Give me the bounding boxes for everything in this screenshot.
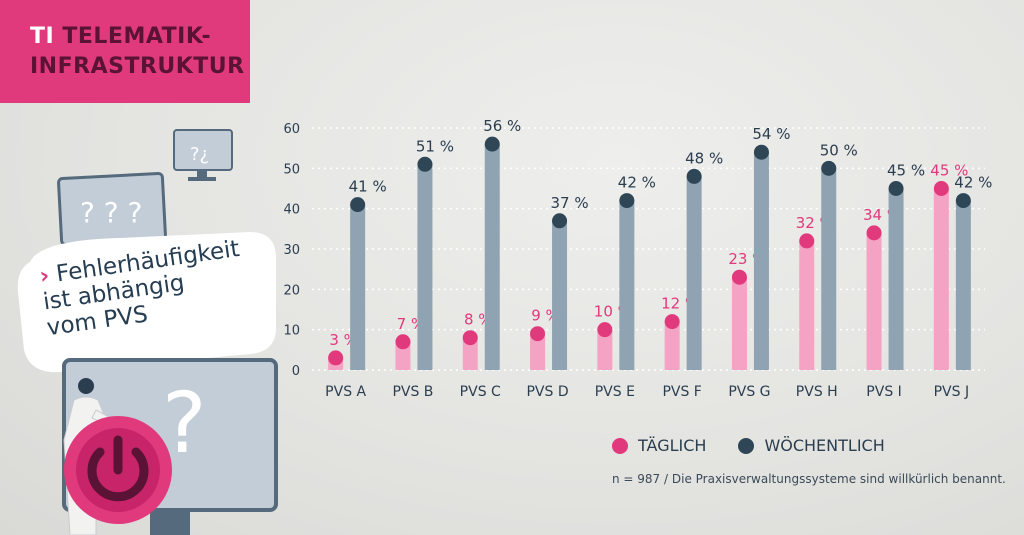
bar-daily <box>933 188 949 370</box>
point-weekly <box>888 181 904 196</box>
legend-daily-label: TÄGLICH <box>638 436 707 455</box>
bar-weekly <box>484 144 500 370</box>
bar-weekly <box>686 176 702 370</box>
bar-weekly <box>619 200 635 370</box>
point-daily <box>530 326 546 342</box>
data-label-weekly: 42 % <box>954 174 992 192</box>
data-label-weekly: 54 % <box>752 125 790 143</box>
point-daily <box>933 181 949 196</box>
legend-item-daily: TÄGLICH <box>612 436 706 455</box>
point-weekly <box>821 160 837 176</box>
bar-weekly <box>417 164 433 370</box>
x-tick-label: PVS H <box>796 384 838 400</box>
power-button-icon <box>64 416 172 524</box>
bar-weekly <box>753 152 769 370</box>
legend-item-weekly: WÖCHENTLICH <box>738 436 885 455</box>
bar-daily <box>530 333 546 370</box>
x-tick-label: PVS I <box>866 384 902 400</box>
y-tick-label: 60 <box>283 122 300 137</box>
x-tick-label: PVS J <box>934 384 970 400</box>
data-label-weekly: 37 % <box>550 194 588 212</box>
mid-monitor-mark: ? ? ? <box>80 196 142 229</box>
x-tick-label: PVS A <box>325 384 366 400</box>
footnote: n = 987 / Die Praxisverwaltungssysteme s… <box>612 472 1006 486</box>
chart-legend: TÄGLICH WÖCHENTLICH <box>612 436 885 455</box>
bar-daily <box>597 329 613 370</box>
data-label-weekly: 48 % <box>685 149 723 167</box>
bar-daily <box>395 341 411 370</box>
x-tick-label: PVS B <box>392 384 433 400</box>
point-weekly <box>484 136 500 152</box>
bar-weekly <box>888 188 904 370</box>
point-daily <box>731 269 747 285</box>
data-label-weekly: 41 % <box>349 178 387 196</box>
bar-daily <box>731 277 747 370</box>
point-weekly <box>552 213 568 229</box>
bar-weekly <box>350 204 366 370</box>
point-weekly <box>350 197 366 213</box>
small-monitor: ?¿ <box>173 129 233 181</box>
point-weekly <box>417 156 433 172</box>
y-tick-label: 30 <box>283 243 300 258</box>
title-badge: TI TELEMATIK- INFRASTRUKTUR <box>0 0 250 103</box>
legend-weekly-dot-icon <box>738 437 755 454</box>
bar-weekly <box>552 220 568 370</box>
y-tick-label: 20 <box>283 283 300 298</box>
point-daily <box>597 322 613 338</box>
data-label-daily: 45 % <box>930 162 968 180</box>
bar-daily <box>799 240 815 370</box>
bar-daily <box>664 321 680 370</box>
badge-line2: INFRASTRUKTUR <box>30 54 245 79</box>
y-tick-label: 40 <box>283 203 300 218</box>
point-weekly <box>686 168 702 184</box>
x-tick-label: PVS D <box>526 384 568 400</box>
point-daily <box>664 314 680 330</box>
x-tick-label: PVS C <box>460 384 501 400</box>
bar-weekly <box>955 200 971 370</box>
illustration: ?¿ ? ? ? ? <box>17 129 278 535</box>
x-tick-label: PVS F <box>662 384 701 400</box>
point-daily <box>866 225 882 241</box>
bar-daily <box>462 337 478 370</box>
badge-line1: TELEMATIK- <box>62 24 212 49</box>
y-tick-label: 10 <box>283 324 300 339</box>
legend-daily-dot-icon <box>612 437 628 454</box>
data-label-weekly: 42 % <box>618 174 656 192</box>
data-label-weekly: 51 % <box>416 137 454 155</box>
point-daily <box>462 330 478 346</box>
point-daily <box>799 233 815 249</box>
x-tick-label: PVS G <box>728 384 770 400</box>
data-label-weekly: 56 % <box>483 117 521 135</box>
point-daily <box>395 334 411 350</box>
point-daily <box>328 350 344 366</box>
bar-weekly <box>821 168 837 370</box>
badge-prefix: TI <box>30 24 55 49</box>
y-tick-label: 50 <box>283 162 300 177</box>
bar-daily <box>866 232 882 370</box>
point-weekly <box>955 193 971 209</box>
small-monitor-mark: ?¿ <box>190 144 209 165</box>
data-label-weekly: 50 % <box>820 141 858 159</box>
data-label-weekly: 45 % <box>887 162 925 180</box>
point-weekly <box>753 144 769 160</box>
speech-bubble <box>17 232 276 373</box>
legend-weekly-label: WÖCHENTLICH <box>764 436 885 455</box>
y-tick-label: 0 <box>292 364 300 379</box>
point-weekly <box>619 193 635 209</box>
x-tick-label: PVS E <box>595 384 635 400</box>
